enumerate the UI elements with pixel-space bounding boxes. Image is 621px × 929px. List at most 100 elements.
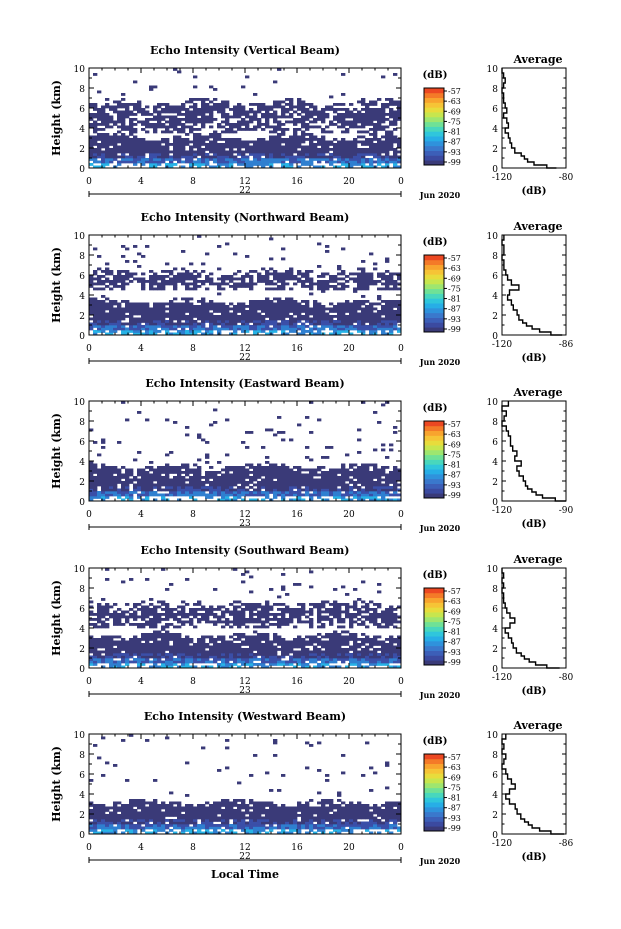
heatmap-cell xyxy=(185,491,190,494)
heatmap-cell xyxy=(377,150,382,154)
heatmap-cell xyxy=(149,275,154,278)
heatmap-cell xyxy=(381,160,386,164)
heatmap-cell xyxy=(337,287,342,291)
heatmap-cell xyxy=(265,307,270,311)
heatmap-cell xyxy=(285,277,290,281)
heatmap-cell xyxy=(317,327,322,331)
heatmap-cell xyxy=(253,158,258,161)
heatmap-cell xyxy=(337,327,342,331)
heatmap-cell xyxy=(397,115,402,119)
heatmap-cell xyxy=(197,285,202,288)
heatmap-cell xyxy=(341,317,346,321)
heatmap-cell xyxy=(365,160,370,164)
average-title: Average xyxy=(512,220,562,233)
heatmap-cell xyxy=(93,312,98,316)
heatmap-cell xyxy=(309,458,314,462)
x-tick-label: 4 xyxy=(138,510,144,520)
heatmap-cell xyxy=(161,150,166,154)
heatmap-cell xyxy=(309,473,314,477)
heatmap-cell xyxy=(185,473,190,477)
heatmap-cell xyxy=(281,300,286,303)
heatmap-cell xyxy=(153,483,158,487)
heatmap-cell xyxy=(197,160,202,164)
heatmap-cell xyxy=(117,103,122,106)
heatmap-cell xyxy=(121,245,126,248)
heatmap-cell xyxy=(309,287,314,291)
heatmap-cell xyxy=(321,108,326,111)
heatmap-cell xyxy=(257,143,262,146)
heatmap-cell xyxy=(377,128,382,131)
heatmap-cell xyxy=(385,483,390,487)
heatmap-cell xyxy=(185,133,190,136)
heatmap-cell xyxy=(125,310,130,313)
heatmap-cell xyxy=(229,325,234,328)
heatmap-cell xyxy=(133,302,138,306)
heatmap-cell xyxy=(165,603,170,606)
heatmap-cell xyxy=(193,310,198,313)
heatmap-cell xyxy=(229,473,234,477)
heatmap-cell xyxy=(233,105,238,109)
heatmap-cell xyxy=(149,327,154,331)
heatmap-cell xyxy=(217,481,222,484)
heatmap-cell xyxy=(209,325,214,328)
heatmap-cell xyxy=(225,658,230,661)
heatmap-cell xyxy=(101,315,106,318)
heatmap-cell xyxy=(393,150,398,154)
heatmap-cell xyxy=(353,287,358,291)
heatmap-cell xyxy=(189,163,194,166)
heatmap-cell xyxy=(97,118,102,121)
heatmap-cell xyxy=(217,315,222,318)
heatmap-cell xyxy=(269,428,274,432)
heatmap-cell xyxy=(137,252,142,256)
heatmap-cell xyxy=(213,98,218,101)
heatmap-cell xyxy=(225,327,230,331)
heatmap-cell xyxy=(229,280,234,283)
heatmap-cell xyxy=(301,153,306,156)
heatmap-cell xyxy=(221,317,226,321)
heatmap-cell xyxy=(261,466,266,469)
heatmap-cell xyxy=(105,138,110,141)
heatmap-cell xyxy=(333,103,338,106)
heatmap-cell xyxy=(145,466,150,469)
heatmap-cell xyxy=(173,625,178,629)
heatmap-cell xyxy=(249,478,254,482)
heatmap-cell xyxy=(173,658,178,661)
heatmap-cell xyxy=(181,478,186,482)
heatmap-cell xyxy=(89,153,94,156)
heatmap-cell xyxy=(233,608,238,611)
heatmap-cell xyxy=(257,118,262,121)
heatmap-cell xyxy=(113,620,118,624)
heatmap-cell xyxy=(273,496,278,499)
heatmap-cell xyxy=(373,493,378,497)
heatmap-cell xyxy=(309,332,314,336)
heatmap-cell xyxy=(101,302,106,306)
heatmap-cell xyxy=(217,145,222,149)
heatmap-cell xyxy=(101,282,106,286)
heatmap-cell xyxy=(353,160,358,164)
heatmap-cell xyxy=(173,158,178,161)
heatmap-cell xyxy=(301,300,306,303)
heatmap-cell xyxy=(221,613,226,616)
heatmap-cell xyxy=(213,138,218,141)
heatmap-cell xyxy=(97,155,102,159)
heatmap-cell xyxy=(161,628,166,631)
heatmap-cell xyxy=(293,110,298,114)
heatmap-cell xyxy=(269,320,274,323)
heatmap-cell xyxy=(361,307,366,311)
heatmap-cell xyxy=(177,620,182,624)
heatmap-cell xyxy=(185,330,190,333)
heatmap-cell xyxy=(161,275,166,278)
heatmap-cell xyxy=(209,638,214,641)
heatmap-cell xyxy=(289,98,294,101)
heatmap-cell xyxy=(277,483,282,487)
heatmap-cell xyxy=(205,488,210,492)
heatmap-cell xyxy=(233,638,238,641)
heatmap-cell xyxy=(389,327,394,331)
heatmap-cell xyxy=(129,305,134,308)
heatmap-cell xyxy=(161,160,166,164)
heatmap-cell xyxy=(141,663,146,666)
heatmap-cell xyxy=(177,645,182,649)
heatmap-cell xyxy=(369,282,374,286)
heatmap-cell xyxy=(153,610,158,614)
heatmap-cell xyxy=(345,275,350,278)
